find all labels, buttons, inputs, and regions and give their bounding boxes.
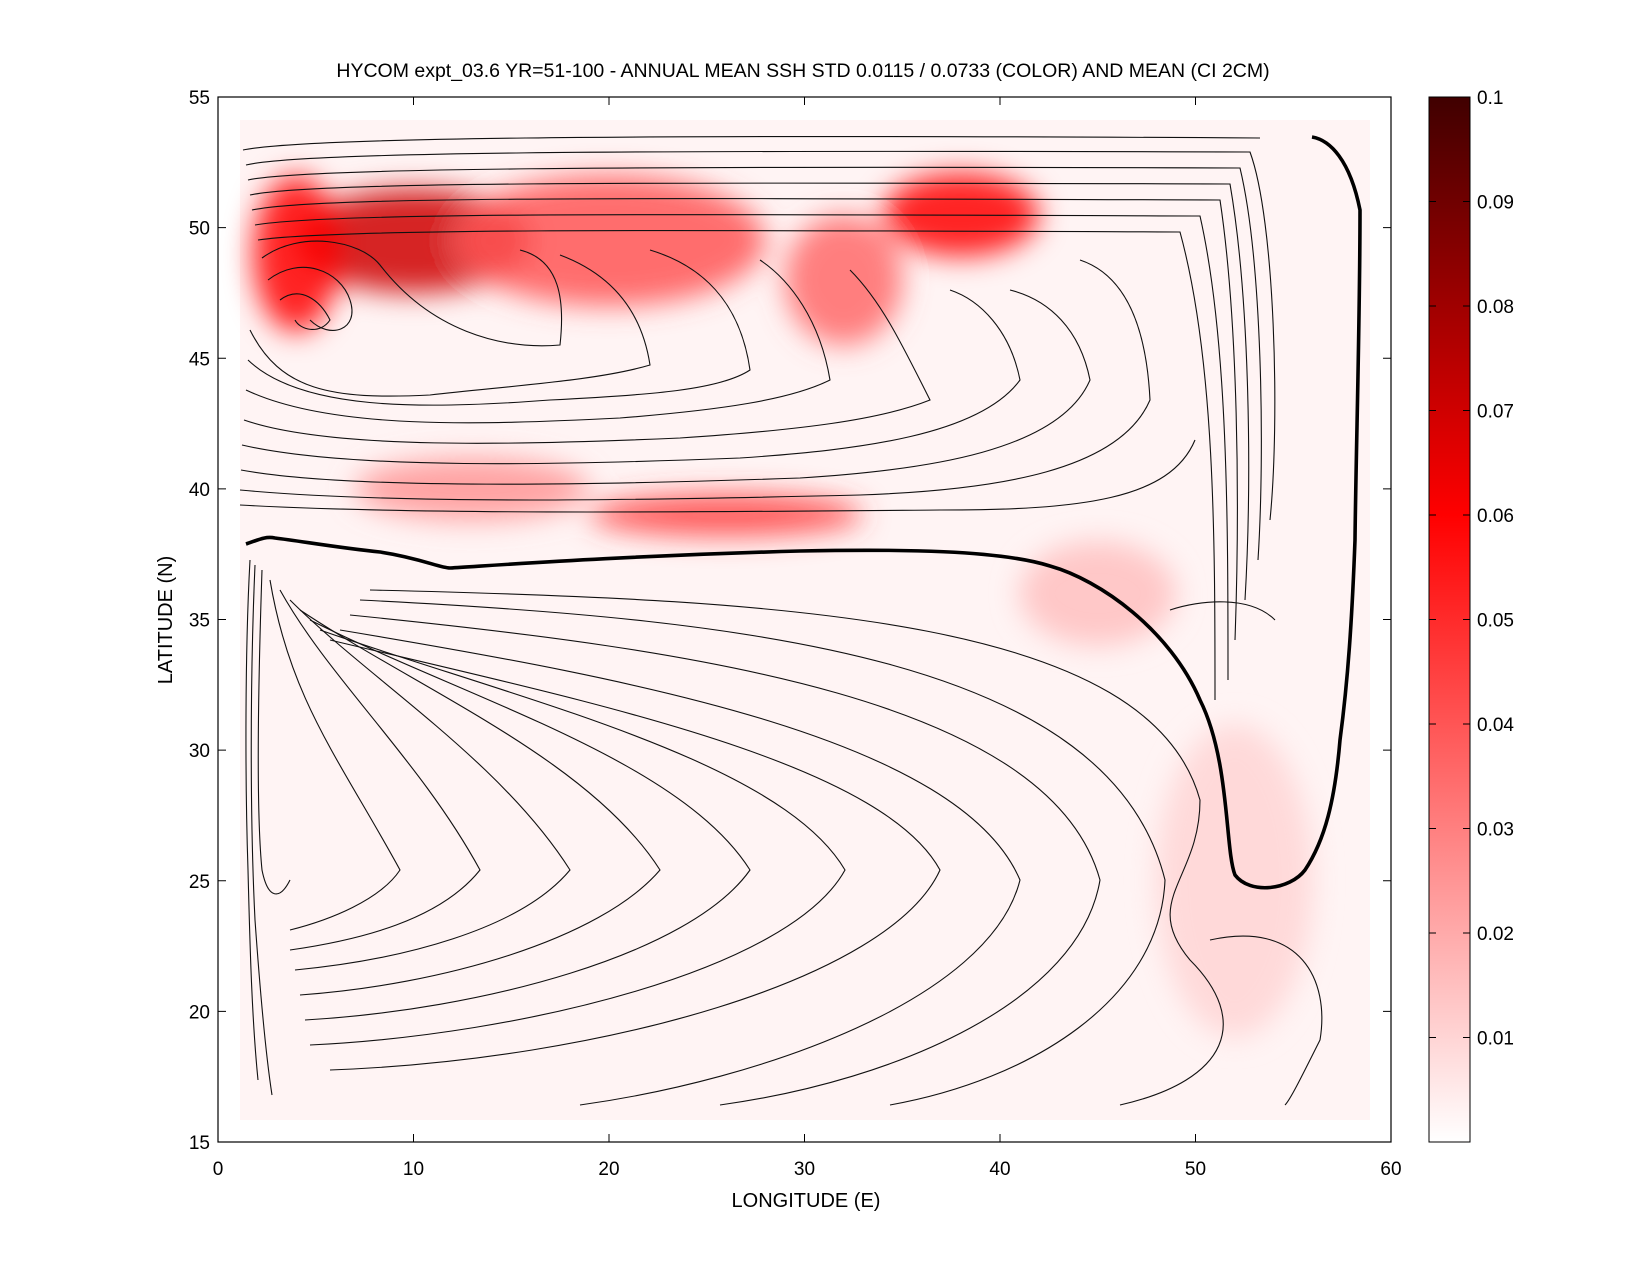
contour-line	[239, 439, 1196, 513]
contour-line	[299, 609, 661, 996]
x-tick-label: 20	[598, 1159, 619, 1180]
colorbar-tick-label: 0.03	[1477, 820, 1514, 841]
contour-line	[241, 289, 1021, 465]
variability-maximum	[882, 172, 1040, 257]
y-axis-label: LATITUDE (N)	[155, 556, 177, 685]
zero-contour-line	[245, 135, 1362, 890]
contour-line	[239, 259, 1151, 501]
x-axis-label: LONGITUDE (E)	[732, 1190, 881, 1212]
contour-line	[240, 289, 1091, 485]
contour-line	[359, 599, 1166, 1106]
x-tick-label: 40	[989, 1159, 1010, 1180]
colorbar-tick-label: 0.09	[1477, 193, 1514, 214]
contour-line	[254, 213, 1229, 681]
variability-maximum	[253, 175, 340, 333]
contour-line	[267, 266, 353, 331]
contour-line	[369, 589, 1224, 1106]
colorbar-ticks: 0.01 0.02 0.03 0.04 0.05 0.06 0.07 0.08 0.09 0.1	[1429, 88, 1514, 1050]
y-tick-label: 40	[189, 480, 210, 501]
colorbar-tick-label: 0.04	[1477, 715, 1514, 736]
colorbar-tick-label: 0.07	[1477, 402, 1514, 423]
contour-line	[304, 619, 751, 1021]
contour-line	[269, 579, 401, 931]
variability-maximum	[452, 175, 766, 306]
chart-title: HYCOM expt_03.6 YR=51-100 - ANNUAL MEAN …	[336, 60, 1269, 82]
heatmap-layer	[253, 172, 1313, 1038]
contour-line	[251, 198, 1238, 641]
contour-line	[349, 614, 1101, 1106]
colorbar-tick-label: 0.02	[1477, 924, 1514, 945]
variability-maximum	[354, 457, 590, 521]
colorbar: 0.01 0.02 0.03 0.04 0.05 0.06 0.07 0.08 0.09 0.1	[1428, 88, 1514, 1143]
contour-line	[329, 639, 941, 1071]
x-tick-label: 10	[403, 1159, 424, 1180]
y-tick-label: 20	[189, 1002, 210, 1023]
y-tick-label: 15	[189, 1133, 210, 1154]
contour-line	[247, 166, 1262, 561]
y-axis-ticks: 15 20 25 30 35 40 45 50 55	[189, 88, 1391, 1154]
contour-line	[339, 629, 1021, 1106]
variability-maximum	[589, 494, 864, 536]
colorbar-tick-label: 0.05	[1477, 611, 1514, 632]
y-tick-label: 45	[189, 349, 210, 370]
plot-area: 0 10 20 30 40 50 60 15 20 25 30 35 40 45 50 55	[189, 88, 1402, 1180]
contour-line	[245, 559, 259, 1081]
y-tick-label: 50	[189, 219, 210, 240]
variability-maximum	[1156, 724, 1313, 1038]
contour-line	[250, 564, 273, 1096]
contour-line	[1209, 935, 1323, 1106]
x-tick-label: 50	[1185, 1159, 1206, 1180]
y-tick-label: 55	[189, 88, 210, 109]
contour-line	[249, 182, 1250, 601]
contour-line	[309, 629, 846, 1046]
y-tick-label: 25	[189, 872, 210, 893]
colorbar-tick-label: 0.01	[1477, 1029, 1514, 1050]
contour-line	[261, 240, 563, 347]
x-axis-ticks: 0 10 20 30 40 50 60	[213, 97, 1402, 1180]
contour-line	[1169, 601, 1276, 621]
colorbar-tick-label: 0.08	[1477, 297, 1514, 318]
contour-line	[243, 269, 931, 444]
variability-maximum	[784, 214, 903, 346]
contour-line	[247, 249, 751, 406]
contour-line	[257, 569, 291, 895]
contour-line	[279, 589, 481, 951]
colorbar-tick-label: 0.1	[1477, 88, 1503, 109]
contour-line	[279, 293, 331, 330]
contour-line	[245, 150, 1276, 521]
colorbar-tick-label: 0.06	[1477, 506, 1514, 527]
x-tick-label: 60	[1380, 1159, 1401, 1180]
contour-line	[289, 599, 571, 971]
contour-line	[242, 135, 1261, 151]
contour-line	[245, 259, 831, 424]
contour-line	[249, 254, 651, 397]
contour-line	[257, 229, 1216, 701]
ssh-mean-contours	[239, 135, 1362, 1106]
y-tick-label: 30	[189, 741, 210, 762]
x-tick-label: 30	[794, 1159, 815, 1180]
y-tick-label: 35	[189, 611, 210, 632]
x-tick-label: 0	[213, 1159, 224, 1180]
